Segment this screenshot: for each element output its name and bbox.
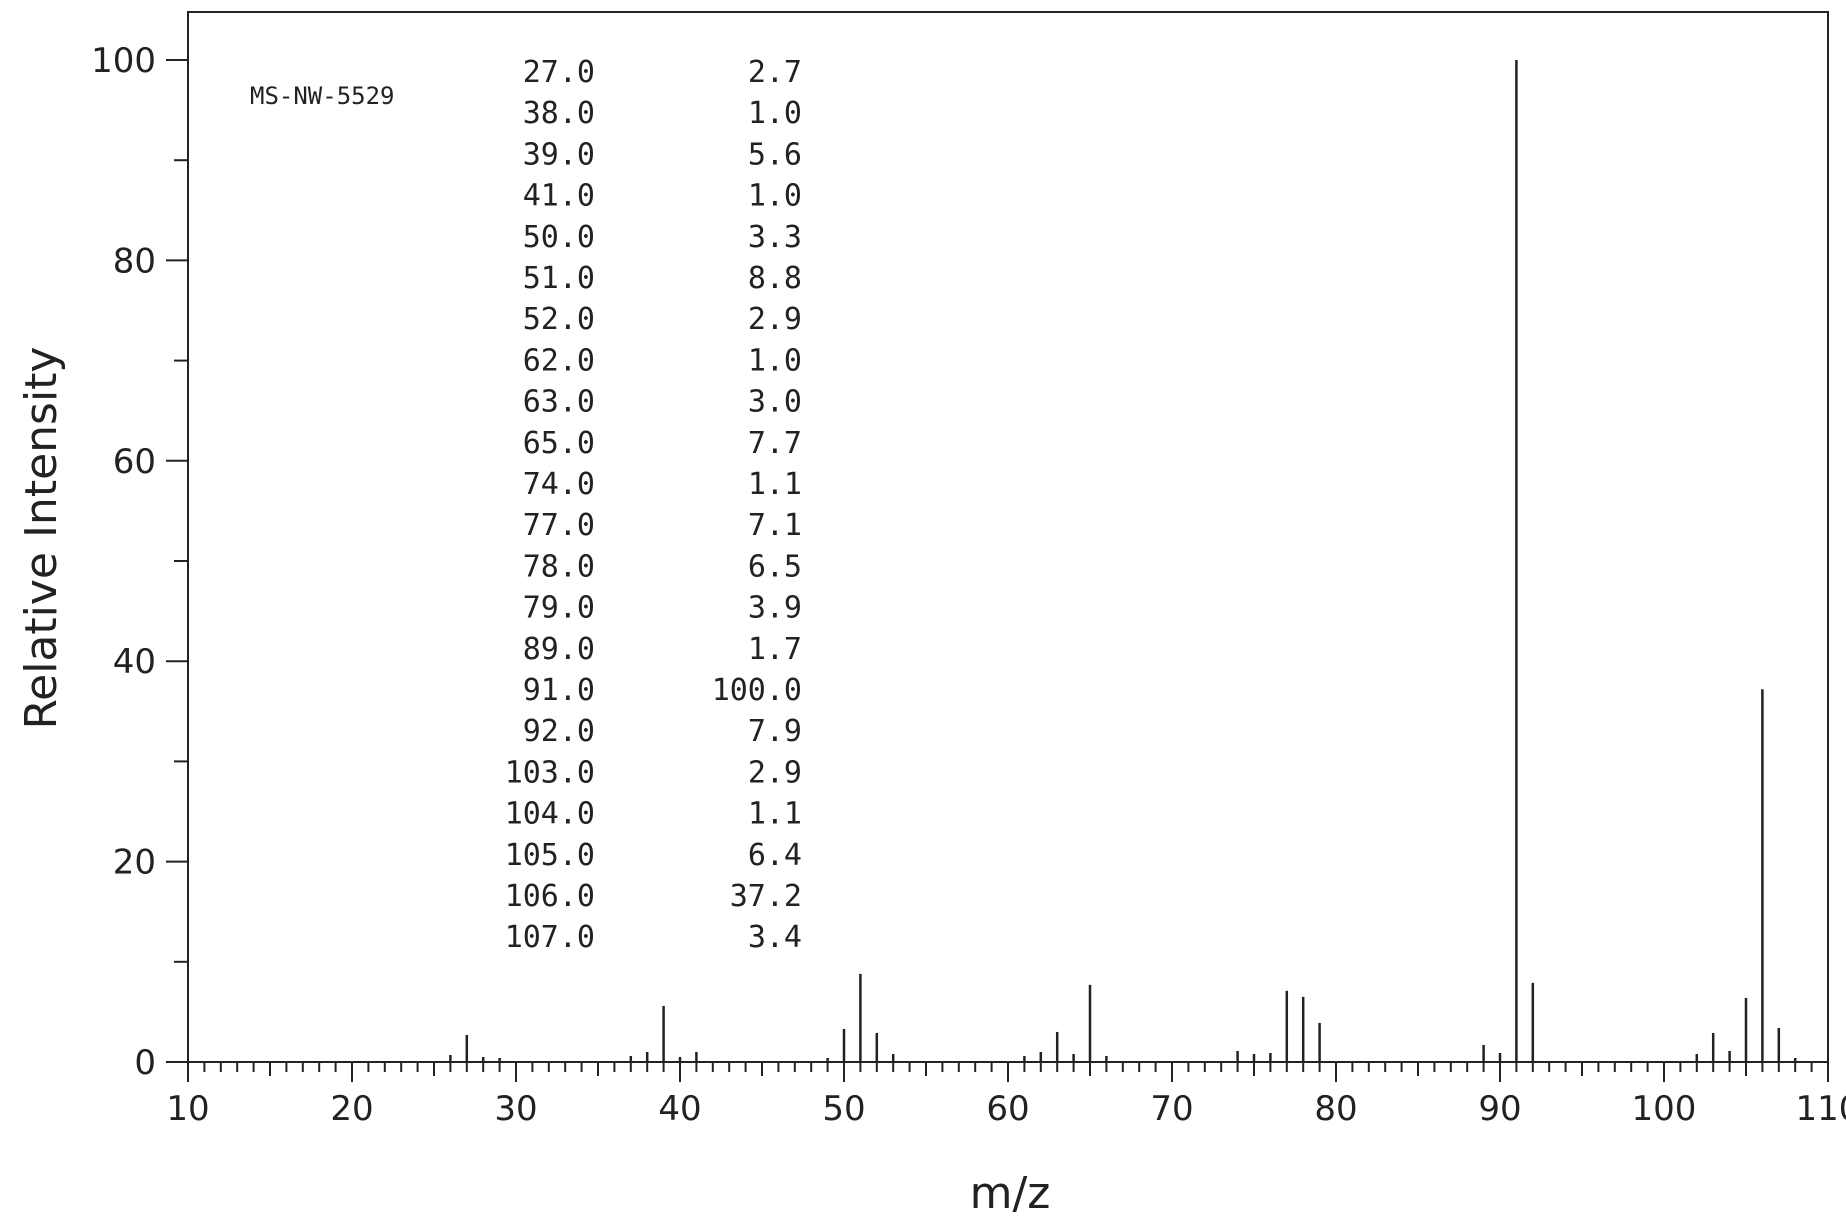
peak-table-mz: 91.0	[523, 673, 595, 708]
y-tick-label: 60	[113, 442, 156, 482]
x-tick-label: 20	[330, 1089, 373, 1129]
peak-table-mz: 89.0	[523, 632, 595, 667]
peak-table-mz: 106.0	[505, 879, 595, 914]
x-tick-label: 100	[1632, 1089, 1697, 1129]
x-tick-label: 60	[986, 1089, 1029, 1129]
peak-table-mz: 27.0	[523, 55, 595, 90]
peak-table: 27.0 2.7 38.0 1.0 39.0 5.6 41.0 1.0 50.0 3.3 51.0 8…	[505, 55, 802, 955]
x-tick-label: 70	[1150, 1089, 1193, 1129]
peak-table-intensity: 8.8	[748, 261, 802, 296]
peak-table-mz: 105.0	[505, 838, 595, 873]
plot-frame	[187, 11, 1829, 1063]
peak-table-mz: 65.0	[523, 426, 595, 461]
peak-table-intensity: 2.9	[748, 302, 802, 337]
peak-table-intensity: 1.0	[748, 343, 802, 378]
peak-table-intensity: 3.3	[748, 220, 802, 255]
peak-table-mz: 92.0	[523, 714, 595, 749]
peak-table-mz: 41.0	[523, 179, 595, 214]
peak-table-mz: 104.0	[505, 797, 595, 832]
x-tick-label: 80	[1314, 1089, 1357, 1129]
x-tick-label: 110	[1796, 1089, 1846, 1129]
peak-table-mz: 77.0	[523, 508, 595, 543]
peak-table-mz: 74.0	[523, 467, 595, 502]
peak-table-intensity: 1.7	[748, 632, 802, 667]
peak-table-mz: 62.0	[523, 343, 595, 378]
peak-table-mz: 63.0	[523, 385, 595, 420]
y-tick-label: 20	[113, 843, 156, 883]
x-tick-label: 50	[822, 1089, 865, 1129]
y-tick-label: 80	[113, 241, 156, 281]
peak-table-mz: 52.0	[523, 302, 595, 337]
peak-table-mz: 79.0	[523, 591, 595, 626]
y-tick-label: 40	[113, 642, 156, 682]
peak-table-intensity: 6.5	[748, 549, 802, 584]
x-tick-label: 30	[494, 1089, 537, 1129]
y-axis: 0 20 40 60 80 100	[91, 41, 188, 1083]
peak-table-intensity: 7.9	[748, 714, 802, 749]
peak-table-intensity: 1.0	[748, 96, 802, 131]
peak-table-mz: 107.0	[505, 920, 595, 955]
spectrum-id-label: MS-NW-5529	[250, 82, 395, 110]
peak-table-mz: 38.0	[523, 96, 595, 131]
peak-series	[449, 60, 1797, 1062]
x-axis: 10 20 30 40 50 60 70 80 90 100 110	[166, 1062, 1846, 1129]
peak-table-intensity: 3.0	[748, 385, 802, 420]
peak-table-intensity: 1.1	[748, 467, 802, 502]
peak-table-intensity: 1.0	[748, 179, 802, 214]
peak-table-intensity: 100.0	[712, 673, 802, 708]
peak-table-intensity: 2.7	[748, 55, 802, 90]
peak-table-intensity: 7.7	[748, 426, 802, 461]
y-tick-label: 100	[91, 41, 156, 81]
peak-table-intensity: 37.2	[730, 879, 802, 914]
peak-table-mz: 51.0	[523, 261, 595, 296]
peak-table-intensity: 6.4	[748, 838, 802, 873]
peak-table-mz: 50.0	[523, 220, 595, 255]
peak-table-intensity: 7.1	[748, 508, 802, 543]
peak-table-mz: 39.0	[523, 137, 595, 172]
x-axis-label: m/z	[970, 1168, 1051, 1218]
peak-table-intensity: 5.6	[748, 137, 802, 172]
y-tick-label: 0	[134, 1043, 156, 1083]
peak-table-mz: 78.0	[523, 549, 595, 584]
x-tick-label: 40	[658, 1089, 701, 1129]
x-tick-label: 10	[166, 1089, 209, 1129]
peak-table-mz: 103.0	[505, 755, 595, 790]
peak-table-intensity: 3.9	[748, 591, 802, 626]
peak-table-intensity: 2.9	[748, 755, 802, 790]
peak-table-intensity: 3.4	[748, 920, 802, 955]
x-tick-label: 90	[1478, 1089, 1521, 1129]
y-axis-label: Relative Intensity	[16, 347, 67, 730]
peak-table-intensity: 1.1	[748, 797, 802, 832]
